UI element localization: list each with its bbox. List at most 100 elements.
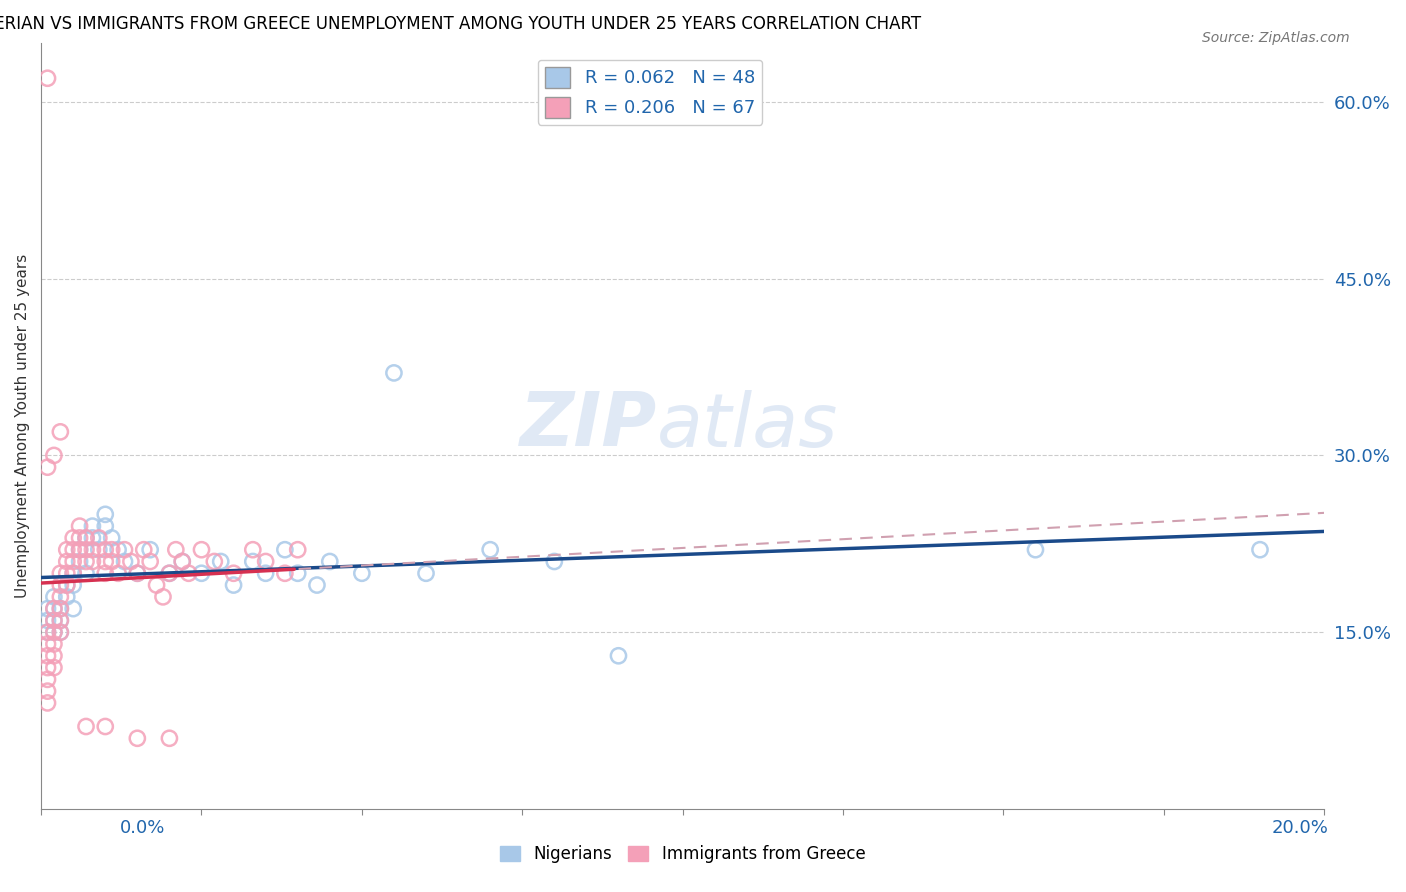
Point (139, 554, 162, 568)
Text: ZIP: ZIP (520, 390, 657, 462)
Point (94, 519, 117, 533)
Text: NIGERIAN VS IMMIGRANTS FROM GREECE UNEMPLOYMENT AMONG YOUTH UNDER 25 YEARS CORRE: NIGERIAN VS IMMIGRANTS FROM GREECE UNEMP… (0, 15, 921, 33)
Y-axis label: Unemployment Among Youth under 25 years: Unemployment Among Youth under 25 years (15, 254, 30, 598)
Point (42, 449, 65, 463)
Point (42, 625, 65, 640)
Point (75, 719, 97, 733)
Point (82, 531, 104, 545)
Text: Source: ZipAtlas.com: Source: ZipAtlas.com (1202, 31, 1350, 45)
Point (152, 590, 174, 604)
Point (274, 542, 297, 557)
Point (37, 601, 59, 615)
Point (75, 566, 97, 581)
Point (69, 542, 91, 557)
Point (37, 660, 59, 674)
Point (190, 542, 212, 557)
Point (49, 625, 72, 640)
Point (127, 731, 149, 746)
Point (107, 542, 129, 557)
Point (1024, 542, 1046, 557)
Point (49, 425, 72, 439)
Legend: R = 0.062   N = 48, R = 0.206   N = 67: R = 0.062 N = 48, R = 0.206 N = 67 (537, 60, 762, 125)
Point (94, 542, 117, 557)
Point (42, 637, 65, 651)
Point (37, 71, 59, 86)
Point (49, 566, 72, 581)
Point (287, 566, 309, 581)
Point (94, 719, 117, 733)
Point (305, 578, 328, 592)
Point (319, 554, 342, 568)
Point (37, 684, 59, 698)
Text: atlas: atlas (657, 390, 838, 462)
Point (49, 614, 72, 628)
Point (100, 554, 122, 568)
Point (75, 554, 97, 568)
Point (177, 566, 200, 581)
Point (543, 554, 565, 568)
Point (49, 590, 72, 604)
Point (37, 460, 59, 475)
Point (607, 648, 630, 663)
Point (62, 566, 84, 581)
Point (100, 542, 122, 557)
Point (69, 554, 91, 568)
Point (145, 578, 167, 592)
Point (190, 566, 212, 581)
Point (62, 578, 84, 592)
Point (94, 508, 117, 522)
Point (139, 542, 162, 557)
Point (55, 566, 77, 581)
Point (37, 673, 59, 687)
Point (75, 531, 97, 545)
Point (37, 625, 59, 640)
Point (75, 542, 97, 557)
Point (222, 578, 245, 592)
Point (49, 614, 72, 628)
Point (209, 554, 232, 568)
Point (202, 554, 225, 568)
Point (157, 566, 180, 581)
Point (55, 590, 77, 604)
Point (157, 731, 180, 746)
Point (49, 625, 72, 640)
Point (94, 554, 117, 568)
Point (172, 554, 194, 568)
Point (132, 542, 155, 557)
Point (114, 542, 136, 557)
Point (127, 566, 149, 581)
Point (382, 366, 405, 380)
Point (254, 566, 277, 581)
Text: 0.0%: 0.0% (120, 819, 165, 837)
Point (62, 554, 84, 568)
Point (37, 637, 59, 651)
Point (120, 554, 142, 568)
Point (37, 625, 59, 640)
Point (62, 566, 84, 581)
Point (82, 554, 104, 568)
Point (37, 614, 59, 628)
Point (69, 531, 91, 545)
Point (287, 542, 309, 557)
Point (165, 542, 187, 557)
Point (42, 625, 65, 640)
Point (242, 554, 264, 568)
Point (55, 578, 77, 592)
Point (274, 566, 297, 581)
Point (350, 566, 373, 581)
Point (157, 566, 180, 581)
Point (49, 601, 72, 615)
Point (55, 542, 77, 557)
Point (42, 614, 65, 628)
Point (94, 566, 117, 581)
Point (82, 519, 104, 533)
Point (114, 554, 136, 568)
Point (107, 566, 129, 581)
Point (222, 566, 245, 581)
Point (37, 648, 59, 663)
Point (127, 566, 149, 581)
Point (100, 531, 122, 545)
Point (42, 648, 65, 663)
Point (172, 554, 194, 568)
Point (87, 542, 110, 557)
